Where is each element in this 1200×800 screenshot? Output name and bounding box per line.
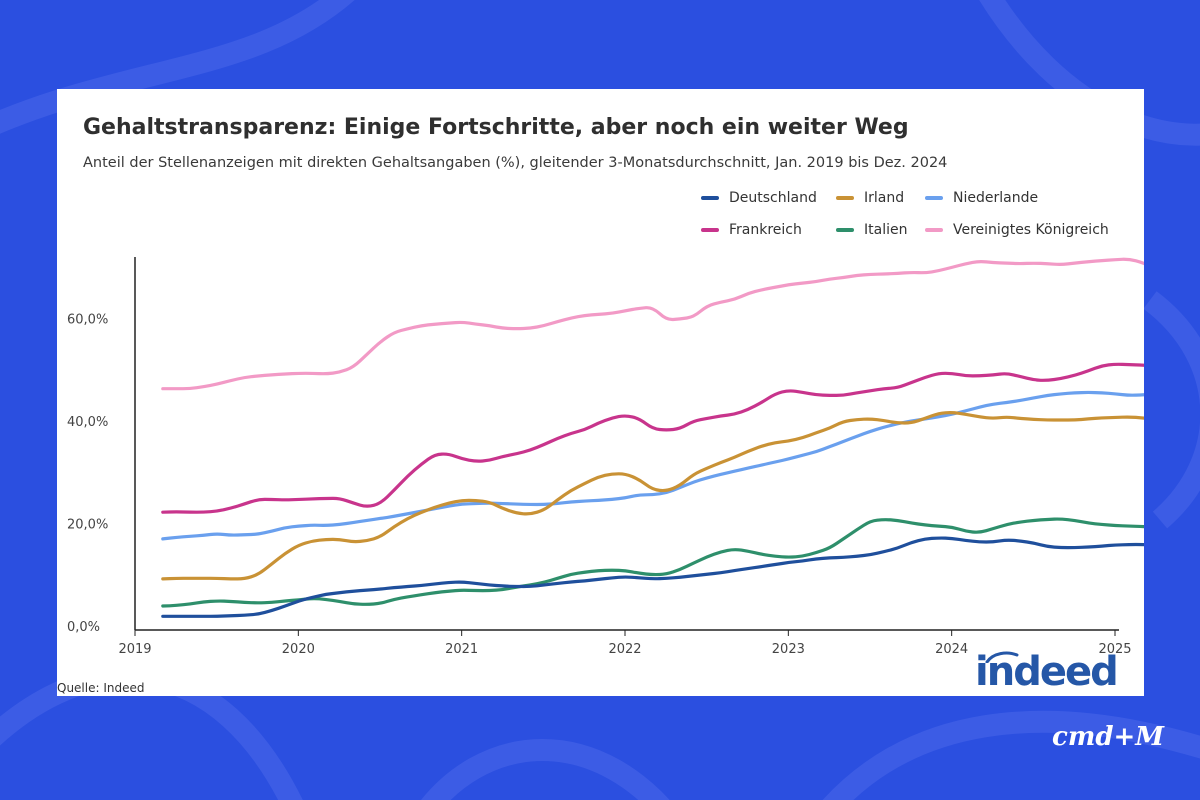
legend-swatch-vereinigtes-koenigreich [925,228,943,232]
legend-label-niederlande: Niederlande [953,190,1039,206]
x-tick-label: 2020 [282,642,315,657]
indeed-logo: indeed [975,649,1119,695]
legend-item-niederlande: Niederlande [925,190,1038,206]
legend-item-frankreich: Frankreich [701,222,802,238]
legend-item-italien: Italien [836,222,907,238]
y-tick-label: 20,0% [67,518,108,533]
series-line-niederlande [161,390,1144,541]
source-note: Quelle: Indeed [57,681,145,695]
x-tick-label: 2022 [608,642,641,657]
brand-mark: cmd+M [1052,722,1165,752]
legend-swatch-niederlande [925,196,943,200]
indeed-logo-arc [985,651,1019,663]
legend-item-deutschland: Deutschland [701,190,817,206]
x-tick-label: 2024 [935,642,968,657]
legend-swatch-irland [836,196,854,200]
line-chart: 0,0% 20,0% 40,0% 60,0% 2019 2020 2021 2022 2023 2… [67,257,1144,657]
y-tick-label: 60,0% [67,313,108,328]
y-tick-label: 0,0% [67,620,100,635]
x-tick-label: 2019 [118,642,151,657]
legend-label-italien: Italien [864,222,908,238]
series-line-vereinigtes-koenigreich [161,257,1144,391]
y-tick-label: 40,0% [67,415,108,430]
legend-label-vereinigtes-koenigreich: Vereinigtes Königreich [953,222,1109,238]
legend-label-deutschland: Deutschland [729,190,817,206]
series-line-irland [161,411,1144,581]
legend-swatch-deutschland [701,196,719,200]
chart-title: Gehaltstransparenz: Einige Fortschritte,… [83,115,909,140]
legend-label-irland: Irland [864,190,905,206]
x-tick-label: 2025 [1098,642,1131,657]
legend-item-vereinigtes-koenigreich: Vereinigtes Königreich [925,222,1109,238]
x-tick-label: 2021 [445,642,478,657]
legend-label-frankreich: Frankreich [729,222,802,238]
series-line-italien [161,517,1144,608]
legend-swatch-italien [836,228,854,232]
series-line-deutschland [161,536,1144,618]
legend-item-irland: Irland [836,190,904,206]
chart-card: Gehaltstransparenz: Einige Fortschritte,… [57,89,1144,696]
series-line-frankreich [161,362,1144,514]
chart-subtitle: Anteil der Stellenanzeigen mit direkten … [83,155,948,171]
x-tick-label: 2023 [772,642,805,657]
legend-swatch-frankreich [701,228,719,232]
